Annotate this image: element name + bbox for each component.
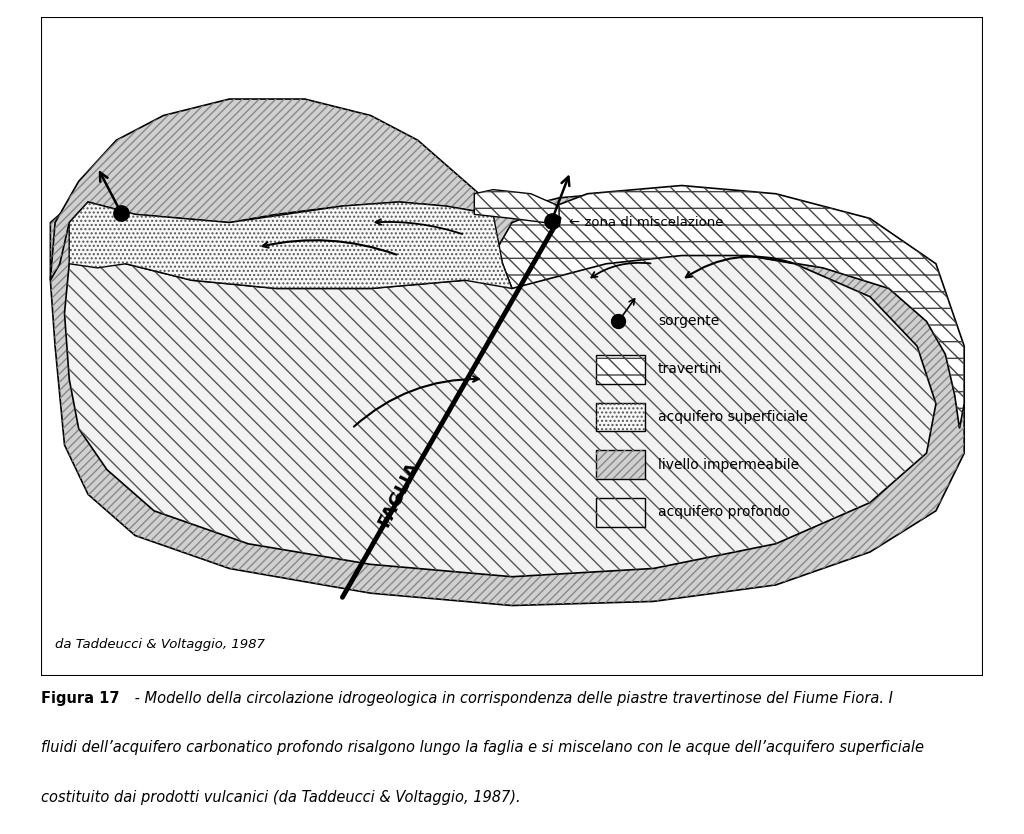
Text: costituito dai prodotti vulcanici (da Taddeucci & Voltaggio, 1987).: costituito dai prodotti vulcanici (da Ta… xyxy=(41,790,520,805)
Bar xyxy=(596,354,645,384)
Text: Figura 17: Figura 17 xyxy=(41,691,120,706)
Bar xyxy=(596,403,645,431)
Bar xyxy=(596,450,645,479)
Text: ← zona di miscelazione: ← zona di miscelazione xyxy=(568,216,723,229)
Polygon shape xyxy=(70,202,512,289)
Text: acquifero profondo: acquifero profondo xyxy=(658,505,791,520)
Bar xyxy=(596,450,645,479)
Text: fluidi dell’acquifero carbonatico profondo risalgono lungo la faglia e si miscel: fluidi dell’acquifero carbonatico profon… xyxy=(41,741,924,756)
Bar xyxy=(596,498,645,527)
Text: - Modello della circolazione idrogeologica in corrispondenza delle piastre trave: - Modello della circolazione idrogeologi… xyxy=(130,691,894,706)
Polygon shape xyxy=(498,185,965,429)
Polygon shape xyxy=(65,248,936,577)
Text: FAGLIA: FAGLIA xyxy=(375,459,423,530)
Text: travertini: travertini xyxy=(658,362,722,376)
Text: acquifero superficiale: acquifero superficiale xyxy=(658,410,808,424)
Bar xyxy=(596,498,645,527)
Polygon shape xyxy=(50,189,965,605)
Bar xyxy=(596,403,645,431)
Text: sorgente: sorgente xyxy=(658,314,719,329)
Text: da Taddeucci & Voltaggio, 1987: da Taddeucci & Voltaggio, 1987 xyxy=(55,638,265,651)
Bar xyxy=(596,354,645,384)
Polygon shape xyxy=(474,189,559,227)
Text: livello impermeabile: livello impermeabile xyxy=(658,458,799,472)
Polygon shape xyxy=(50,99,494,280)
